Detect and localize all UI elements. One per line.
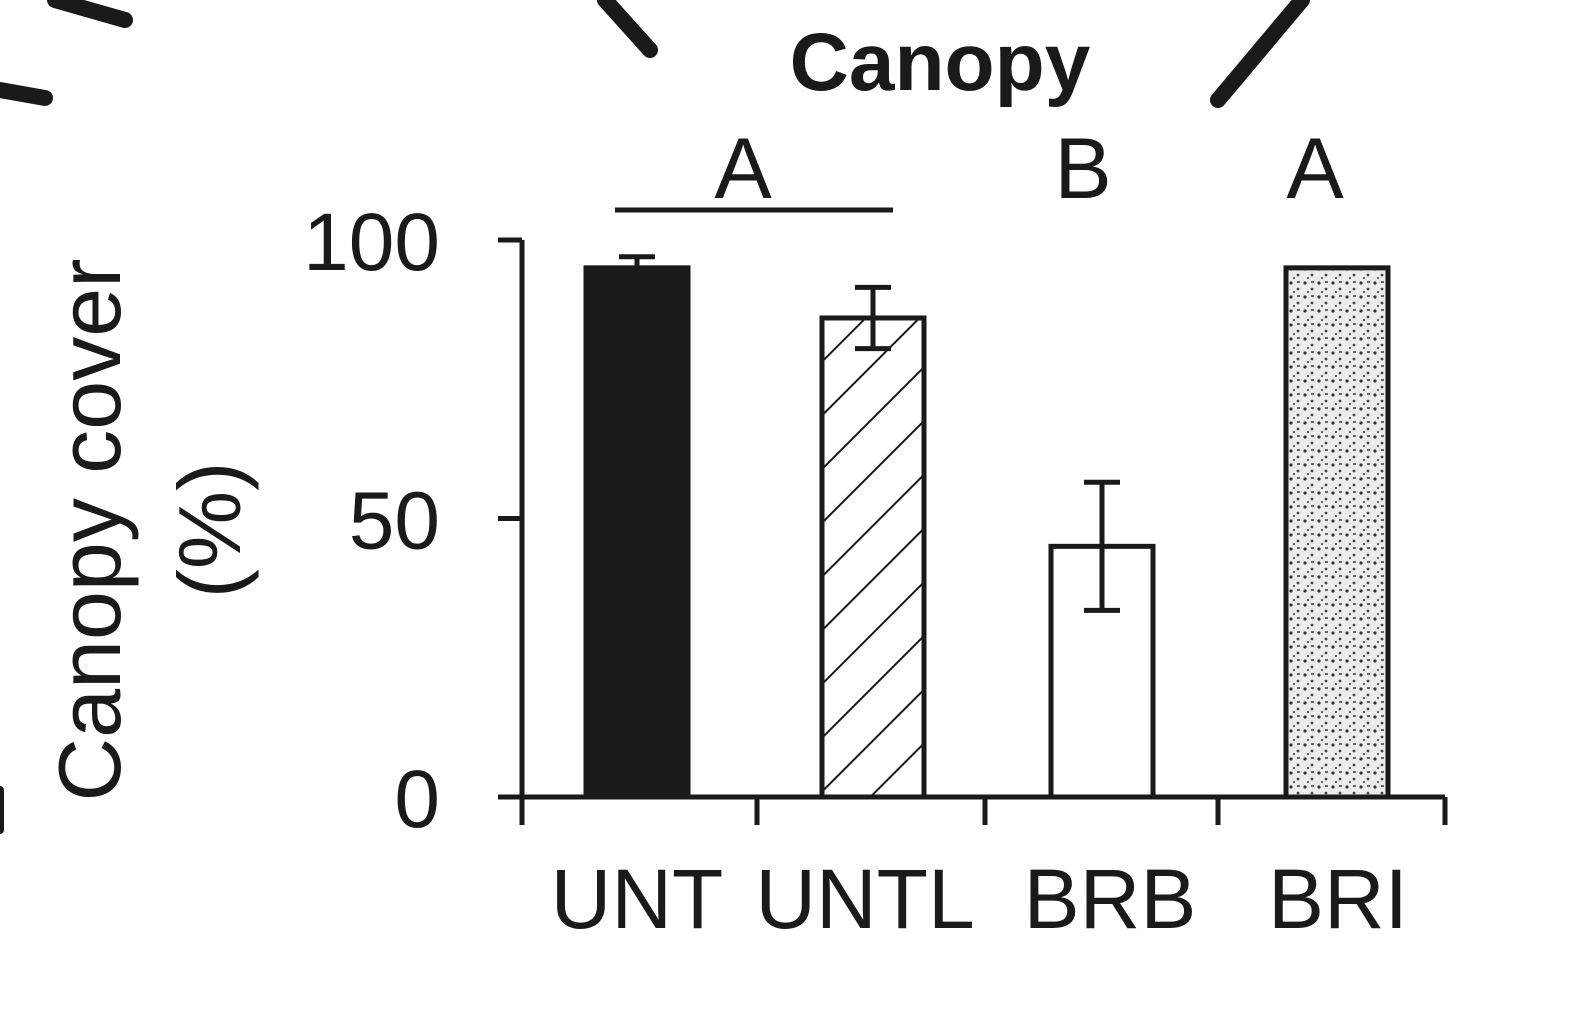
x-tick-label-brb: BRB [1024, 852, 1197, 946]
bar-bri [1283, 265, 1391, 800]
significance-letter-2: A [1286, 121, 1344, 217]
y-tick-label-50: 50 [349, 476, 440, 567]
chart-title: Canopy [790, 17, 1091, 108]
plot-area: 0 50 100 UNT UNTL BRB BRI A B A [303, 121, 1448, 946]
x-tick-label-bri: BRI [1268, 852, 1408, 946]
y-axis-label-line1: Canopy cover [40, 259, 139, 802]
decorative-strokes [0, 0, 1310, 834]
bar-unt [583, 265, 691, 800]
y-axis-label: Canopy cover (%) [40, 259, 259, 802]
y-axis-label-line2: (%) [160, 462, 259, 599]
significance-letter-0: A [714, 121, 772, 217]
x-tick-label-untl: UNTL [755, 852, 974, 946]
x-tick-label-unt: UNT [551, 852, 724, 946]
y-tick-label-0: 0 [394, 754, 440, 845]
y-tick-label-100: 100 [303, 197, 440, 288]
bar-untl [819, 315, 927, 800]
significance-letter-1: B [1054, 121, 1111, 217]
